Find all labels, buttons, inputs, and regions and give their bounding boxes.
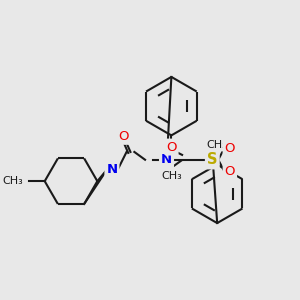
Text: O: O [225,165,235,178]
Text: N: N [161,153,172,166]
Text: N: N [106,163,118,176]
Text: CH₃: CH₃ [161,171,182,182]
Text: O: O [118,130,129,143]
Text: CH₃: CH₃ [207,140,228,150]
Text: O: O [166,141,177,154]
Text: O: O [225,142,235,154]
Text: S: S [207,152,217,167]
Text: CH₃: CH₃ [2,176,23,186]
